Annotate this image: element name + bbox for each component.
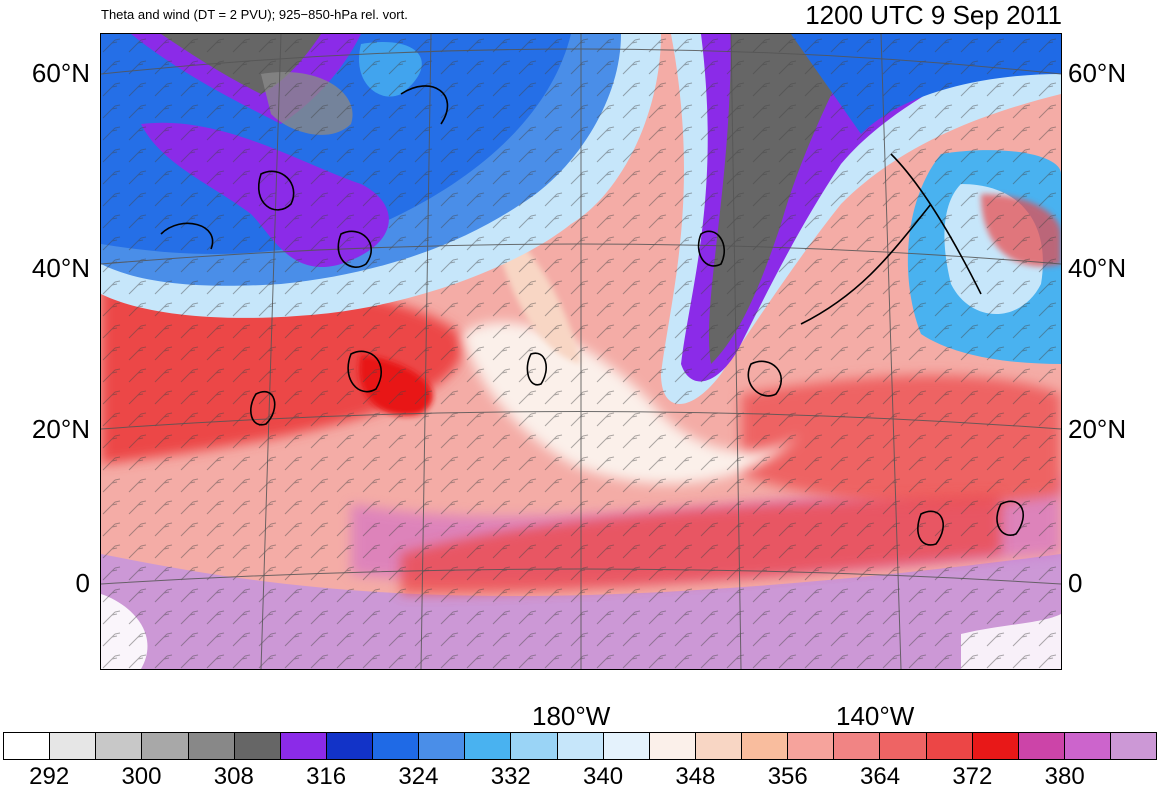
colorbar-box [50, 733, 97, 759]
valid-time: 1200 UTC 9 Sep 2011 [805, 0, 1062, 30]
lat-label-20n: 20°N [31, 414, 90, 444]
colorbar-box [834, 733, 881, 759]
colorbar-box [511, 733, 558, 759]
lat-label-40n-right: 40°N [1068, 253, 1127, 283]
lat-label-60n-right: 60°N [1068, 58, 1127, 88]
colorbar-box [1111, 733, 1157, 759]
colorbar-box [188, 733, 235, 759]
colorbar-box [695, 733, 742, 759]
colorbar-box [1018, 733, 1065, 759]
colorbar-box [557, 733, 604, 759]
colorbar-box [742, 733, 789, 759]
colorbar-tick-label: 292 [29, 763, 70, 790]
colorbar-box [926, 733, 973, 759]
colorbar-tick-label: 308 [213, 763, 254, 790]
colorbar-box [419, 733, 466, 759]
lat-label-0: 0 [75, 568, 90, 598]
colorbar-box [972, 733, 1019, 759]
colorbar-tick-label: 324 [398, 763, 439, 790]
colorbar-box [280, 733, 327, 759]
map-subtitle: Theta and wind (DT = 2 PVU); 925−850-hPa… [101, 7, 408, 22]
colorbar-tick-label: 348 [675, 763, 716, 790]
lat-label-0-right: 0 [1068, 568, 1083, 598]
lon-label-140w: 140°W [836, 701, 915, 731]
theta-field [101, 34, 1061, 669]
colorbar-tick-label: 340 [583, 763, 624, 790]
theta-colorbar [3, 732, 1157, 760]
colorbar-box [1064, 733, 1111, 759]
lon-label-180w: 180°W [532, 701, 611, 731]
lat-label-60n: 60°N [31, 58, 90, 88]
colorbar-box [603, 733, 650, 759]
colorbar-box [880, 733, 927, 759]
lat-label-40n: 40°N [31, 253, 90, 283]
lat-label-20n-right: 20°N [1068, 414, 1127, 444]
colorbar-tick-label: 300 [121, 763, 162, 790]
colorbar-tick-label: 332 [490, 763, 531, 790]
colorbar-box [4, 733, 51, 759]
colorbar-box [326, 733, 373, 759]
colorbar-box [96, 733, 143, 759]
colorbar-box [788, 733, 835, 759]
colorbar-box [142, 733, 189, 759]
colorbar-box [373, 733, 420, 759]
colorbar-tick-label: 356 [767, 763, 808, 790]
colorbar-tick-label: 372 [952, 763, 993, 790]
colorbar-tick-label: 380 [1044, 763, 1085, 790]
colorbar-tick-label: 364 [860, 763, 901, 790]
colorbar-tick-label: 316 [306, 763, 347, 790]
theta-map [100, 33, 1062, 670]
colorbar-box [234, 733, 281, 759]
colorbar-box [649, 733, 696, 759]
colorbar-box [465, 733, 512, 759]
